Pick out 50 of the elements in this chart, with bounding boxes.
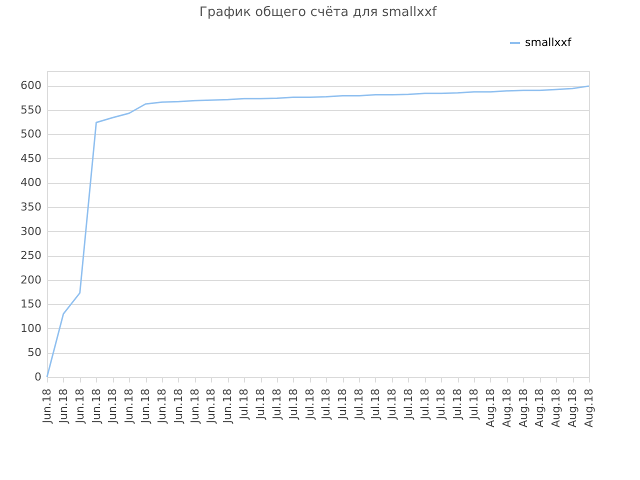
x-tick-label: Jun.18 bbox=[155, 388, 168, 424]
x-tick-label: Aug.18 bbox=[516, 388, 530, 428]
x-tick-label: Jul.18 bbox=[434, 388, 448, 420]
x-tick-label: Jun.18 bbox=[221, 388, 234, 424]
legend-label: smallxxf bbox=[525, 36, 572, 49]
x-tick-label: Jul.18 bbox=[270, 388, 284, 420]
x-tick-label: Jun.18 bbox=[90, 388, 103, 424]
y-tick-label: 600 bbox=[20, 79, 42, 92]
x-tick-label: Aug.18 bbox=[566, 388, 580, 428]
x-tick-label: Jun.18 bbox=[204, 388, 218, 424]
x-tick-label: Jun.18 bbox=[188, 388, 202, 424]
y-tick-label: 250 bbox=[20, 249, 42, 262]
x-tick-label: Jul.18 bbox=[402, 388, 415, 420]
x-tick-label: Aug.18 bbox=[533, 388, 546, 428]
x-tick-label: Jul.18 bbox=[286, 388, 300, 420]
x-tick-label: Aug.18 bbox=[484, 388, 497, 428]
x-tick-label: Jul.18 bbox=[238, 388, 251, 420]
x-tick-label: Jul.18 bbox=[320, 388, 333, 420]
y-tick-label: 500 bbox=[20, 128, 42, 141]
y-tick-label: 0 bbox=[34, 370, 42, 384]
y-tick-label: 450 bbox=[20, 152, 42, 165]
y-tick-label: 50 bbox=[28, 346, 42, 360]
x-tick-label: Aug.18 bbox=[500, 388, 514, 428]
x-tick-label: Jun.18 bbox=[40, 388, 54, 424]
x-tick-label: Jun.18 bbox=[56, 388, 70, 424]
y-tick-label: 550 bbox=[20, 103, 42, 116]
x-tick-label: Jun.18 bbox=[73, 388, 86, 424]
x-tick-label: Jul.18 bbox=[385, 388, 398, 420]
x-tick-label: Jul.18 bbox=[336, 388, 350, 420]
x-tick-label: Jul.18 bbox=[303, 388, 316, 420]
y-tick-label: 400 bbox=[20, 176, 42, 190]
chart-title: График общего счёта для smallxxf bbox=[199, 5, 437, 20]
x-tick-label: Jun.18 bbox=[122, 388, 136, 424]
y-tick-label: 100 bbox=[20, 322, 42, 335]
y-tick-label: 300 bbox=[20, 224, 42, 238]
x-tick-label: Aug.18 bbox=[582, 388, 596, 428]
y-tick-label: 150 bbox=[20, 298, 42, 311]
line-series bbox=[46, 85, 590, 378]
x-tick-label: Jul.18 bbox=[451, 388, 464, 420]
x-tick-label: Jun.18 bbox=[106, 388, 120, 424]
x-tick-label: Jul.18 bbox=[368, 388, 382, 420]
x-tick-label: Jul.18 bbox=[254, 388, 268, 420]
y-tick-label: 350 bbox=[20, 200, 42, 214]
x-tick-label: Jun.18 bbox=[172, 388, 185, 424]
x-tick-label: Jul.18 bbox=[352, 388, 366, 420]
x-tick-label: Jun.18 bbox=[139, 388, 152, 424]
x-tick-label: Jul.18 bbox=[468, 388, 481, 420]
y-tick-label: 200 bbox=[20, 273, 42, 286]
x-tick-label: Aug.18 bbox=[550, 388, 563, 428]
x-tick-label: Jul.18 bbox=[418, 388, 432, 420]
